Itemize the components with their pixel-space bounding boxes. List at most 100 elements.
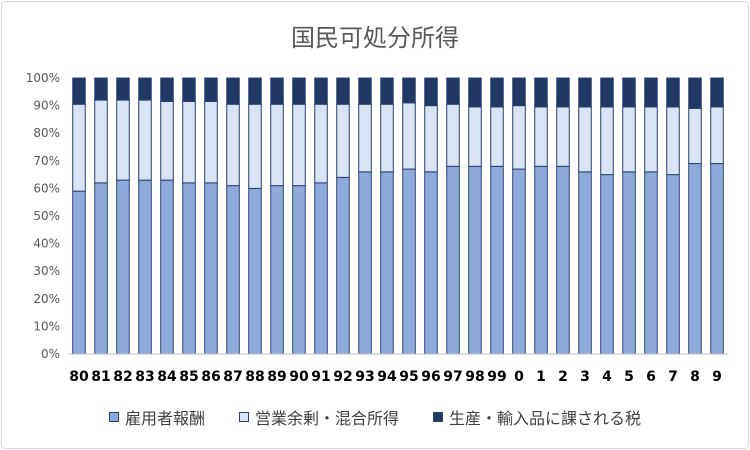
x-tick-label: 89 <box>267 369 286 385</box>
legend-swatch-compensation <box>108 412 119 422</box>
bar-segment-series-1 <box>94 99 108 184</box>
bar-segment-series-1 <box>490 106 504 167</box>
bar-segment-series-1 <box>72 103 86 192</box>
bar-segment-series-0 <box>270 185 284 355</box>
y-tick-label: 20% <box>33 292 60 306</box>
x-tick-label: 0 <box>514 369 524 385</box>
bar-segment-series-1 <box>402 102 416 170</box>
x-tick-label: 93 <box>355 369 374 385</box>
bar-segment-series-1 <box>160 100 174 181</box>
bar-segment-series-1 <box>248 103 262 189</box>
bar-segment-series-1 <box>644 106 658 173</box>
x-axis: 80 81 82 83 84 85 86 87 88 89 90 91 92 93 94 95 96 97 98 99… <box>68 353 728 385</box>
bar-segment-series-0 <box>490 165 504 355</box>
x-tick-label: 96 <box>421 369 440 385</box>
y-tick-label: 100% <box>26 71 60 85</box>
bar-segment-series-0 <box>72 190 86 355</box>
bar-segment-series-0 <box>336 176 350 355</box>
bar-segment-series-1 <box>710 106 724 165</box>
x-tick-label: 80 <box>69 369 89 385</box>
bar-segment-series-0 <box>578 171 592 355</box>
bar-segment-series-2 <box>622 77 636 108</box>
legend-item-operating-surplus: 営業余剰・混合所得 <box>238 405 399 429</box>
bar-segment-series-2 <box>424 77 438 107</box>
y-tick-label: 30% <box>33 264 60 278</box>
x-tick-label: 81 <box>91 369 110 385</box>
bar-segment-series-2 <box>358 77 372 105</box>
bar-segment-series-0 <box>182 182 196 355</box>
y-tick-label: 80% <box>33 126 60 140</box>
bar-segment-series-2 <box>248 77 262 105</box>
bar-segment-series-1 <box>116 99 130 181</box>
x-tick-label: 85 <box>179 369 198 385</box>
x-tick-label: 7 <box>668 369 678 385</box>
bar-segment-series-0 <box>512 168 526 355</box>
bar-segment-series-0 <box>292 185 306 355</box>
bar-segment-series-1 <box>556 106 570 167</box>
bar-segment-series-0 <box>226 185 240 355</box>
bar-segment-series-2 <box>490 77 504 108</box>
bar-segment-series-0 <box>534 165 548 355</box>
x-tick-label: 88 <box>245 369 264 385</box>
bar-segment-series-0 <box>468 165 482 355</box>
x-tick-label: 3 <box>580 369 590 385</box>
y-tick-label: 70% <box>33 154 60 168</box>
x-tick-label: 5 <box>624 369 634 385</box>
bar-segment-series-2 <box>72 77 86 105</box>
bar-segment-series-1 <box>622 106 636 173</box>
legend-item-compensation: 雇用者報酬 <box>108 405 205 429</box>
bar-segment-series-1 <box>270 103 284 187</box>
bar-segment-series-2 <box>600 77 614 108</box>
y-tick-label: 50% <box>33 209 60 223</box>
bar-segment-series-1 <box>512 105 526 170</box>
bar-segment-series-2 <box>402 77 416 104</box>
bar-segment-series-1 <box>138 99 152 181</box>
bar-segment-series-2 <box>534 77 548 108</box>
x-tick-label: 6 <box>646 369 656 385</box>
x-tick-label: 87 <box>223 369 242 385</box>
bar-segment-series-2 <box>336 77 350 105</box>
y-tick-label: 10% <box>33 319 60 333</box>
bar-segment-series-0 <box>204 182 218 355</box>
bar-segment-series-2 <box>578 77 592 108</box>
bar-segment-series-0 <box>248 187 262 355</box>
bar-segment-series-1 <box>358 103 372 173</box>
bar-segment-series-2 <box>226 77 240 105</box>
bar-segment-series-1 <box>380 103 394 173</box>
bar-segment-series-0 <box>600 174 614 355</box>
x-tick-label: 90 <box>289 369 309 385</box>
x-tick-label: 95 <box>399 369 418 385</box>
bar-segment-series-1 <box>600 106 614 176</box>
bar-segment-series-1 <box>688 107 702 165</box>
bar-segment-series-0 <box>358 171 372 355</box>
x-tick-label: 97 <box>443 369 462 385</box>
bar-segment-series-2 <box>292 77 306 105</box>
bar-segment-series-1 <box>336 103 350 178</box>
bar-segment-series-0 <box>116 179 130 355</box>
legend-label-compensation: 雇用者報酬 <box>124 409 205 428</box>
x-tick-label: 86 <box>201 369 220 385</box>
bar-segment-series-0 <box>622 171 636 355</box>
bar-segment-series-0 <box>710 163 724 355</box>
x-tick-label: 98 <box>465 369 484 385</box>
bar-segment-series-1 <box>314 103 328 184</box>
x-tick-label: 92 <box>333 369 352 385</box>
y-tick-label: 60% <box>33 181 60 195</box>
x-tick-label: 94 <box>377 369 397 385</box>
bar-segment-series-0 <box>138 179 152 355</box>
bar-segment-series-0 <box>160 179 174 355</box>
bar-segment-series-2 <box>160 77 174 102</box>
bar-segment-series-0 <box>402 168 416 355</box>
bar-segment-series-1 <box>226 103 240 187</box>
bar-segment-series-2 <box>138 77 152 101</box>
bar-segment-series-2 <box>314 77 328 105</box>
legend-item-taxes: 生産・輸入品に課される税 <box>433 405 641 429</box>
y-tick-label: 0% <box>41 347 60 361</box>
y-axis: 0% 10% 20% 30% 40% 50% 60% 70% 80% 90% 100% <box>26 71 60 361</box>
x-tick-label: 9 <box>712 369 722 385</box>
bar-segment-series-2 <box>182 77 196 102</box>
legend-swatch-taxes <box>433 412 443 422</box>
y-tick-label: 40% <box>33 237 60 251</box>
bar-segment-series-0 <box>688 163 702 355</box>
y-tick-label: 90% <box>33 99 60 113</box>
